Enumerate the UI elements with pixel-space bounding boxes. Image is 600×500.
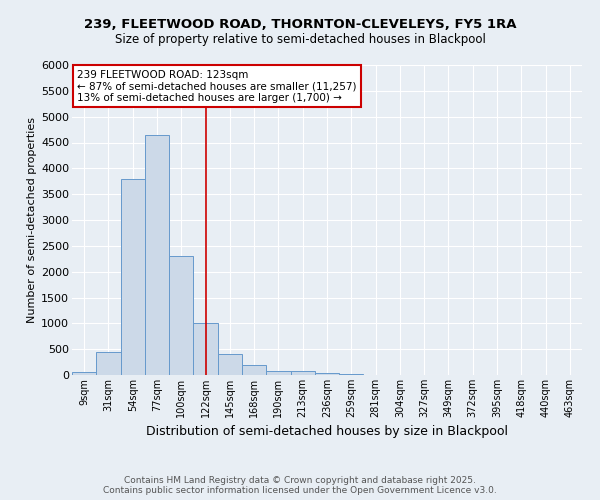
X-axis label: Distribution of semi-detached houses by size in Blackpool: Distribution of semi-detached houses by … <box>146 426 508 438</box>
Bar <box>121 178 145 375</box>
Text: Contains HM Land Registry data © Crown copyright and database right 2025.
Contai: Contains HM Land Registry data © Crown c… <box>103 476 497 495</box>
Bar <box>72 372 96 375</box>
Bar <box>96 352 121 375</box>
Bar <box>315 374 339 375</box>
Bar <box>218 354 242 375</box>
Y-axis label: Number of semi-detached properties: Number of semi-detached properties <box>27 117 37 323</box>
Bar <box>169 256 193 375</box>
Text: 239 FLEETWOOD ROAD: 123sqm
← 87% of semi-detached houses are smaller (11,257)
13: 239 FLEETWOOD ROAD: 123sqm ← 87% of semi… <box>77 70 356 103</box>
Bar <box>266 371 290 375</box>
Bar <box>145 134 169 375</box>
Text: Size of property relative to semi-detached houses in Blackpool: Size of property relative to semi-detach… <box>115 32 485 46</box>
Text: 239, FLEETWOOD ROAD, THORNTON-CLEVELEYS, FY5 1RA: 239, FLEETWOOD ROAD, THORNTON-CLEVELEYS,… <box>84 18 516 30</box>
Bar <box>193 324 218 375</box>
Bar <box>339 374 364 375</box>
Bar <box>290 372 315 375</box>
Bar <box>242 364 266 375</box>
